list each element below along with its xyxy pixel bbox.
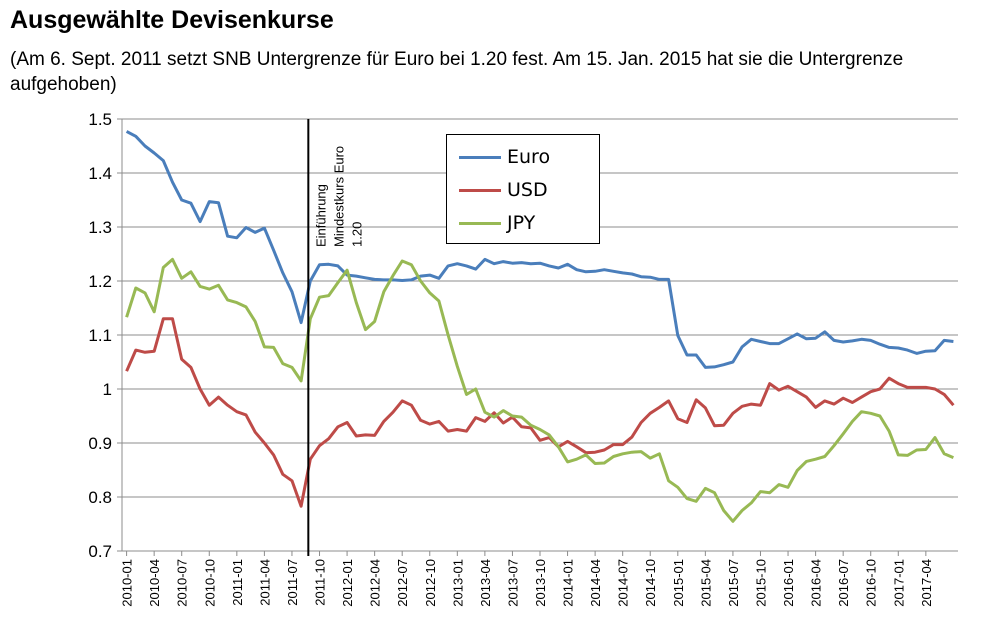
x-tick-label: 2014-01: [561, 559, 576, 607]
legend-label-jpy: JPY: [507, 212, 536, 234]
x-tick-label: 2016-01: [781, 559, 796, 607]
y-axis: 0.7 0.8 0.9 1 1.1 1.2 1.3 1.4 1.5: [88, 110, 123, 561]
x-tick-label: 2016-07: [836, 559, 851, 607]
x-tick-label: 2013-04: [478, 559, 493, 607]
x-tick-label: 2013-10: [533, 559, 548, 607]
x-tick-label: 2010-04: [147, 559, 162, 607]
x-axis: 2010-01 2010-04 2010-07 2010-10 2011-01 2011-…: [120, 550, 958, 607]
x-tick-label: 2014-04: [588, 559, 603, 607]
legend-swatch-jpy: [459, 221, 501, 225]
x-tick-label: 2013-07: [505, 559, 520, 607]
y-tick-label: 1.4: [88, 164, 112, 183]
x-tick-label: 2012-07: [395, 559, 410, 607]
chart-title: Ausgewählte Devisenkurse: [10, 6, 334, 34]
legend-swatch-usd: [459, 188, 501, 192]
x-tick-label: 2013-01: [450, 559, 465, 607]
annotation-text: Einführung: [313, 184, 328, 247]
x-tick-label: 2016-04: [809, 559, 824, 607]
legend-item-usd: USD: [459, 178, 548, 202]
x-tick-label: 2010-10: [202, 559, 217, 607]
y-tick-label: 1.2: [88, 272, 112, 291]
series-line-jpy: [125, 257, 954, 523]
x-tick-label: 2016-10: [864, 559, 879, 607]
legend-swatch-euro: [459, 155, 501, 159]
x-tick-label: 2010-07: [175, 559, 190, 607]
x-tick-label: 2015-01: [671, 559, 686, 607]
y-tick-label: 0.7: [88, 542, 112, 561]
legend: Euro USD JPY: [446, 134, 600, 244]
x-tick-label: 2011-04: [257, 559, 272, 606]
annotation: Einführung Mindestkurs Euro 1.20: [307, 119, 364, 556]
legend-label-usd: USD: [507, 179, 548, 201]
series-line-euro: [125, 130, 954, 369]
x-tick-label: 2015-10: [753, 559, 768, 607]
x-tick-label: 2012-04: [368, 559, 383, 607]
x-tick-label: 2012-01: [340, 559, 355, 607]
x-tick-label: 2014-10: [643, 559, 658, 607]
legend-label-euro: Euro: [507, 146, 551, 168]
series-lines: [125, 130, 955, 523]
x-tick-label: 2014-07: [616, 559, 631, 607]
series-line-usd: [125, 317, 955, 508]
legend-item-jpy: JPY: [459, 211, 535, 235]
legend-item-euro: Euro: [459, 145, 550, 169]
y-tick-label: 0.9: [88, 434, 112, 453]
y-tick-label: 1.1: [88, 326, 112, 345]
x-tick-label: 2011-10: [313, 559, 328, 606]
annotation-text: Mindestkurs Euro: [331, 146, 346, 247]
x-tick-label: 2015-07: [726, 559, 741, 607]
x-tick-label: 2012-10: [423, 559, 438, 607]
annotation-text: 1.20: [349, 222, 364, 247]
x-tick-label: 2011-01: [230, 559, 245, 606]
x-tick-label: 2017-04: [919, 559, 934, 607]
x-tick-label: 2010-01: [120, 559, 135, 607]
x-tick-label: 2017-01: [891, 559, 906, 607]
y-tick-label: 0.8: [88, 488, 112, 507]
y-tick-label: 1: [103, 380, 112, 399]
y-tick-label: 1.5: [88, 110, 112, 129]
x-tick-label: 2011-07: [285, 559, 300, 606]
x-tick-label: 2015-04: [698, 559, 713, 607]
chart-subtitle: (Am 6. Sept. 2011 setzt SNB Untergrenze …: [10, 49, 904, 95]
y-tick-label: 1.3: [88, 218, 112, 237]
